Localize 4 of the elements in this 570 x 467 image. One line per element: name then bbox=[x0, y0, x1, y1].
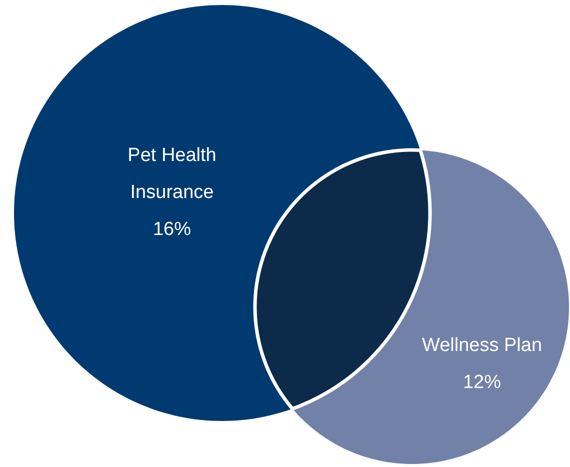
data-label: 16% bbox=[152, 219, 192, 240]
data-label: 12% bbox=[462, 372, 502, 393]
category-label: Pet Health Insurance bbox=[128, 145, 216, 203]
category-label: Wellness Plan bbox=[422, 335, 542, 356]
